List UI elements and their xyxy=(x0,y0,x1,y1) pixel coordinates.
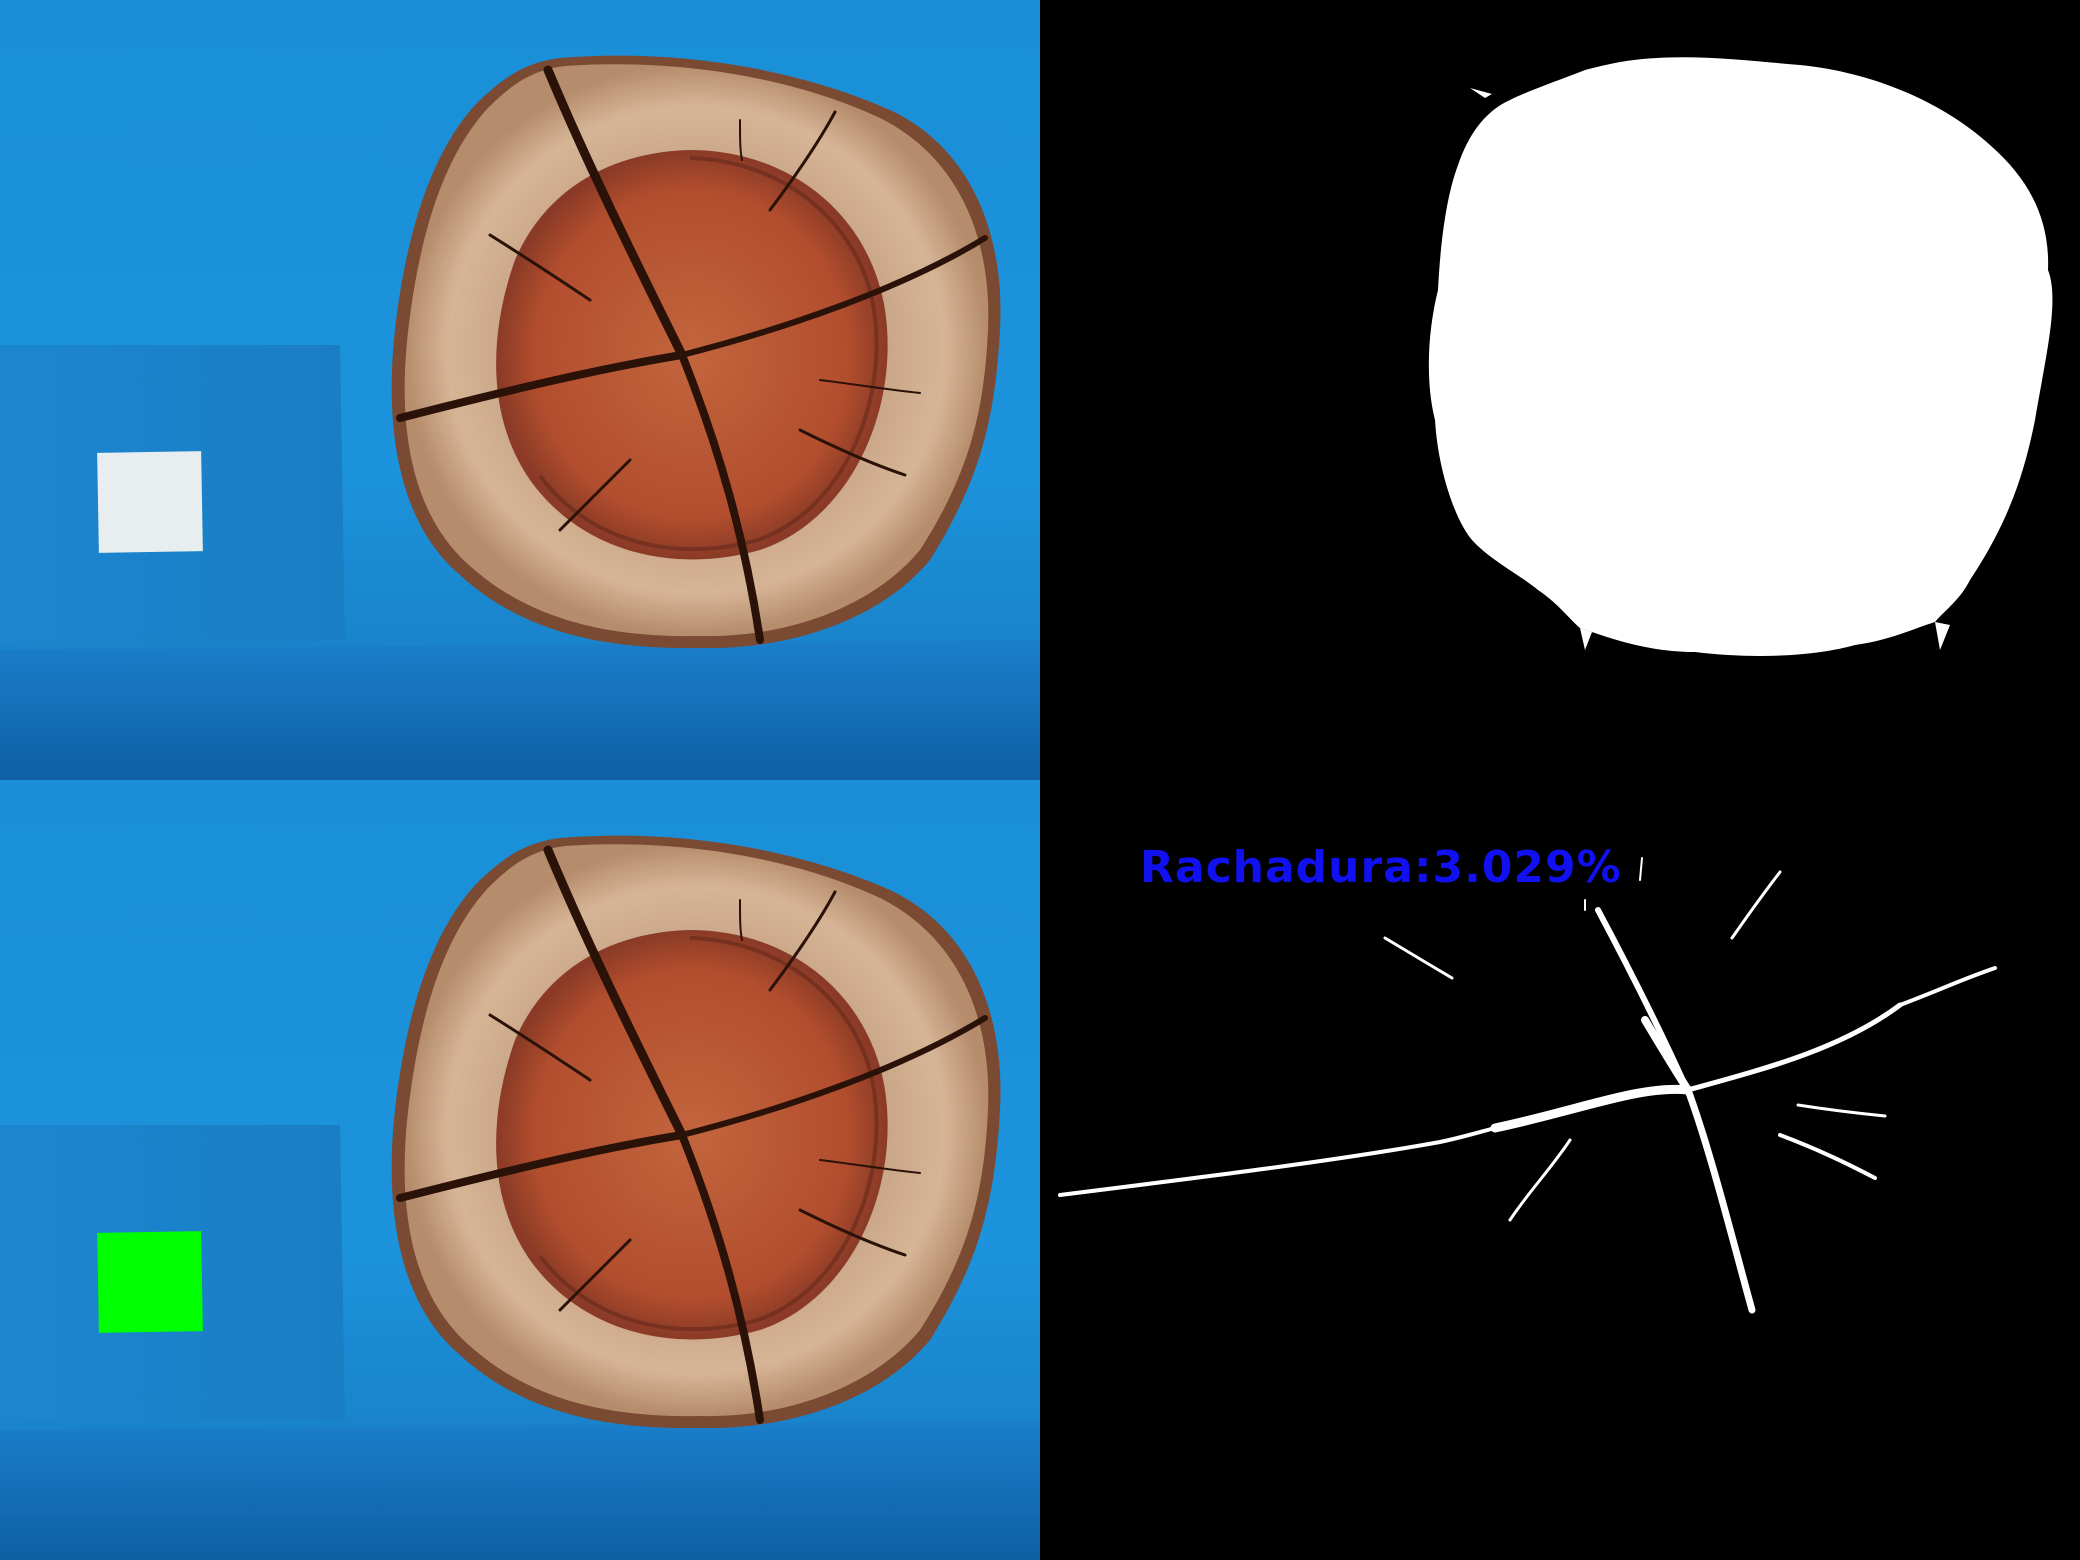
reference-card-detected xyxy=(97,1231,203,1333)
log-cross-section xyxy=(391,835,1001,1429)
log-mask-panel xyxy=(1040,0,2080,780)
reference-marked-photo xyxy=(0,780,1040,1560)
crack-mask-panel: Rachadura:3.029% xyxy=(1040,780,2080,1560)
table-surface xyxy=(0,640,1040,780)
crack-segmentation-mask xyxy=(1040,780,2080,1560)
log-cross-section xyxy=(391,55,1001,649)
detected-photo-panel xyxy=(0,780,1040,1560)
crack-percentage-label: Rachadura:3.029% xyxy=(1140,842,1622,893)
log-segmentation-mask xyxy=(1040,0,2080,780)
reference-card xyxy=(97,451,203,553)
original-photo xyxy=(0,0,1040,780)
original-photo-panel xyxy=(0,0,1040,780)
